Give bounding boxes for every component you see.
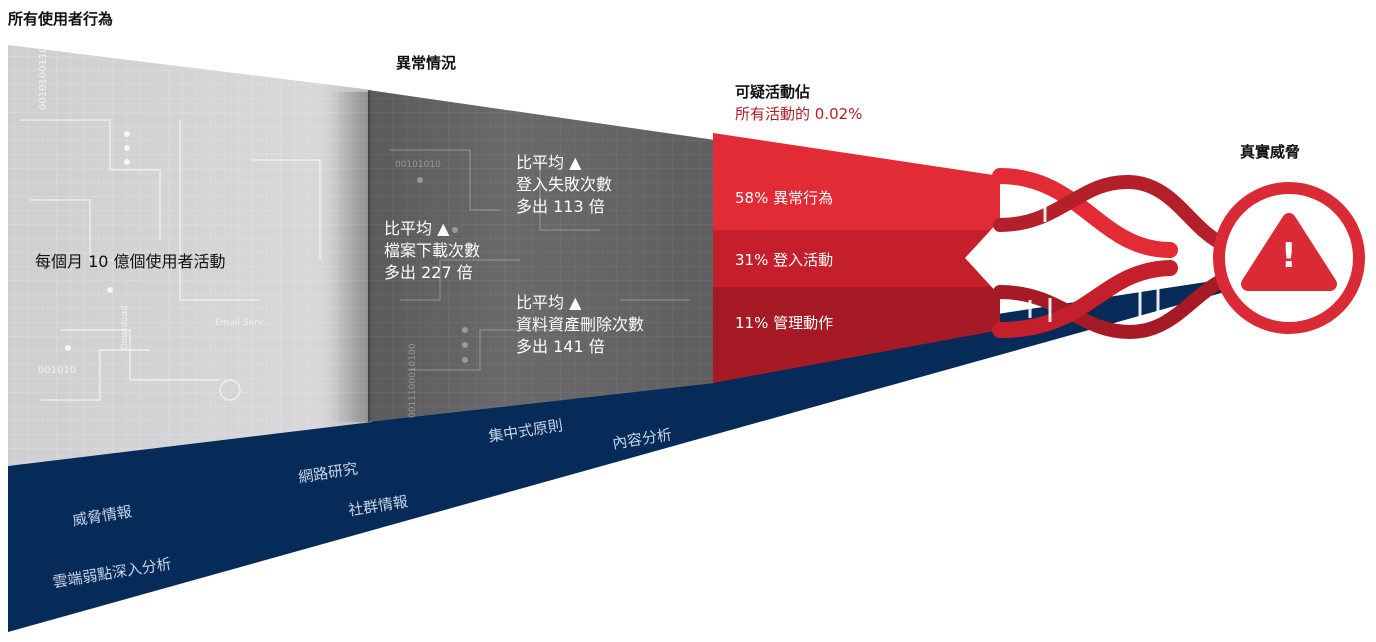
decor-binary-3: 00101010	[395, 160, 441, 170]
anomaly-logins-line1: 比平均 ▲	[516, 153, 582, 172]
segment-admin-label: 11% 管理動作	[735, 314, 834, 332]
anomaly-downloads-line2: 檔案下載次數	[384, 241, 481, 260]
strand-upper-a	[992, 168, 1178, 258]
anomaly-deletions-line2: 資料資產刪除次數	[516, 315, 645, 334]
anomaly-logins-line2: 登入失敗次數	[516, 175, 613, 194]
anomaly-deletions: 比平均 ▲ 資料資產刪除次數 多出 141 倍	[516, 292, 644, 358]
decor-binary-2: 001010	[38, 365, 77, 376]
stage4-heading: 真實威脅	[1240, 143, 1301, 161]
anomaly-downloads-line1: 比平均 ▲	[384, 219, 450, 238]
warning-triangle-icon	[1241, 213, 1337, 291]
base-band	[8, 278, 1232, 632]
segment-login-label: 31% 登入活動	[735, 251, 834, 269]
decor-download: Download	[120, 305, 130, 350]
strand-lower-a	[993, 271, 1235, 340]
anomaly-downloads-line3: 多出 227 倍	[384, 263, 473, 282]
decor-binary-1: 0010100110	[38, 46, 49, 110]
segment-anomaly	[713, 133, 1000, 230]
anomaly-logins-line3: 多出 113 倍	[516, 197, 605, 216]
anomaly-deletions-line1: 比平均 ▲	[516, 293, 582, 312]
stage1-circuit-lines	[20, 119, 321, 401]
segment-anomaly-label: 58% 異常行為	[735, 189, 834, 207]
anomaly-downloads: 比平均 ▲ 檔案下載次數 多出 227 倍	[384, 218, 480, 284]
stage1-text: 每個月 10 億個使用者活動	[35, 252, 226, 271]
segment-login	[713, 230, 1000, 287]
strand-lower-b	[992, 260, 1178, 338]
decor-binary-4: 0011100010100	[408, 343, 418, 418]
stage2-heading: 異常情況	[396, 54, 457, 72]
decor-email: Email Serv...	[215, 318, 271, 328]
stage3-heading: 可疑活動佔	[735, 83, 811, 101]
anomaly-logins: 比平均 ▲ 登入失敗次數 多出 113 倍	[516, 152, 612, 218]
stage3-subheading: 所有活動的 0.02%	[735, 105, 863, 123]
segment-admin	[713, 287, 1000, 383]
warning-exclamation: !	[1281, 236, 1297, 276]
anomaly-deletions-line3: 多出 141 倍	[516, 337, 605, 356]
stage1-heading: 所有使用者行為	[8, 10, 114, 28]
